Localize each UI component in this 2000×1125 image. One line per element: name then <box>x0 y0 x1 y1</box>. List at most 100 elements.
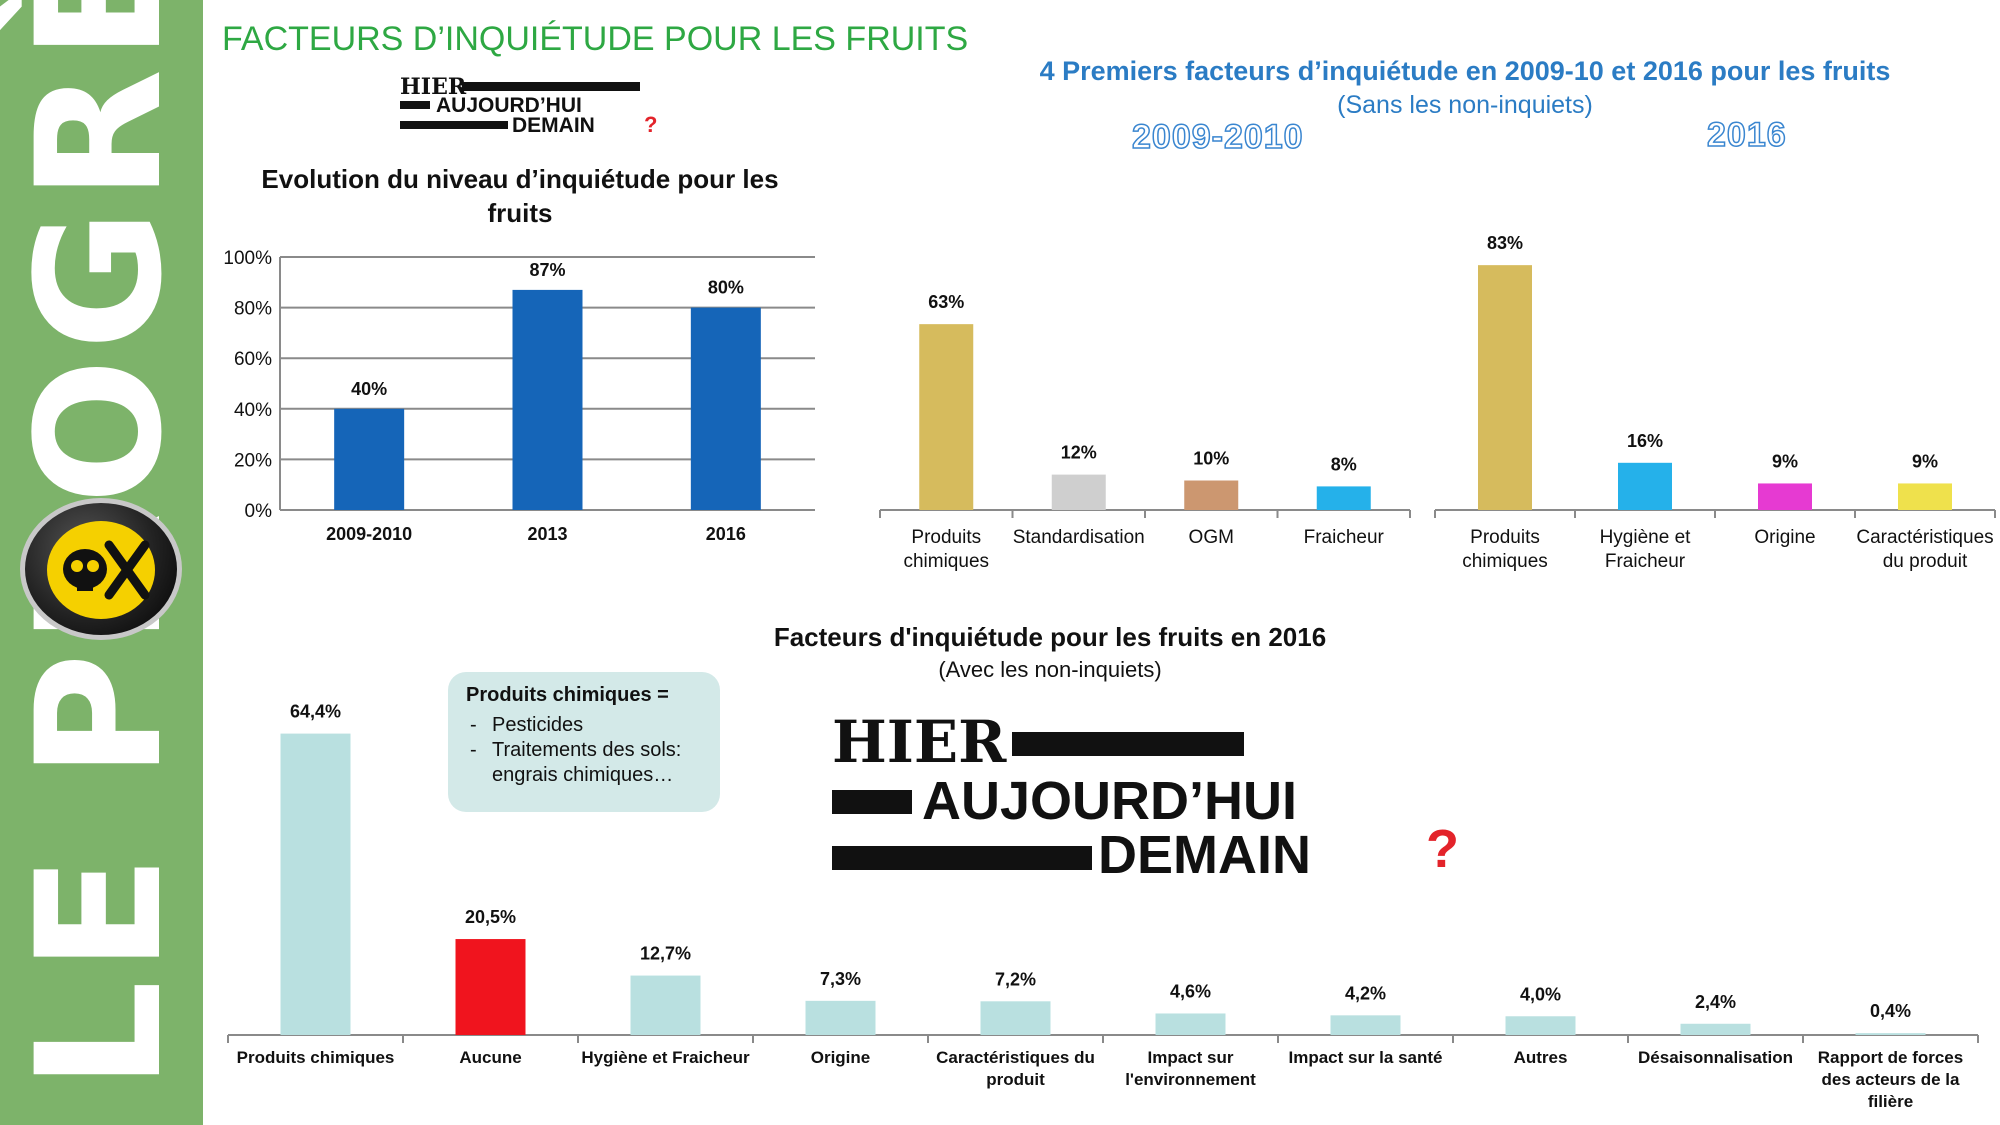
x-tick-label: Produits chimiques <box>1462 527 1548 572</box>
bar-value-label: 7,2% <box>995 969 1036 989</box>
x-tick-label: 2016 <box>706 524 746 544</box>
bar-value-label: 83% <box>1487 233 1523 253</box>
bar <box>334 408 405 510</box>
logo-large: HIER AUJOURD’HUI DEMAIN ? <box>832 712 1472 892</box>
skull-crossbones-icon <box>20 498 182 640</box>
x-tick-label: Origine <box>811 1048 871 1067</box>
bar <box>1898 483 1952 510</box>
callout-title: Produits chimiques = <box>466 684 669 706</box>
x-tick-label: 2013 <box>527 524 567 544</box>
bar <box>1758 483 1812 510</box>
bar-value-label: 87% <box>529 260 565 280</box>
callout-produits-chimiques: Produits chimiques = Pesticides Traiteme… <box>448 672 720 812</box>
x-tick-label: Caractéristiques du produit <box>1856 527 1993 572</box>
top-charts-title: 4 Premiers facteurs d’inquiétude en 2009… <box>1039 56 1891 86</box>
skull-badge <box>47 521 155 619</box>
logo-small-bar3 <box>400 121 508 129</box>
bar <box>1316 486 1371 510</box>
x-tick-label: Impact sur la santé <box>1288 1048 1442 1067</box>
chart-evolution-title: Evolution du niveau d’inquiétude pour le… <box>261 164 779 228</box>
bar-value-label: 0,4% <box>1870 1001 1911 1021</box>
bar <box>1855 1033 1926 1035</box>
chart-factors-2016: 64,4% Produits chimiques 20,5% Aucune 12,7% H… <box>227 702 1979 1111</box>
bar-value-label: 4,6% <box>1170 981 1211 1001</box>
chart-evolution: 0% 20% 40% 60% 80% 100% 40% 2009-2010 87% 2013 80%… <box>223 248 815 544</box>
bar-value-label: 40% <box>351 379 387 399</box>
bar-value-label: 9% <box>1772 451 1798 471</box>
bar-value-label: 63% <box>928 292 964 312</box>
bar <box>455 939 526 1035</box>
bar <box>1618 462 1672 510</box>
logo-small-bar2 <box>400 101 430 109</box>
bar <box>1184 480 1239 510</box>
bar <box>1478 265 1532 510</box>
bar-value-label: 64,4% <box>290 702 341 722</box>
bar <box>1330 1015 1401 1035</box>
bar-value-label: 7,3% <box>820 969 861 989</box>
bar <box>1155 1013 1226 1035</box>
y-tick-label: 40% <box>234 400 272 421</box>
y-tick-label: 100% <box>223 248 272 269</box>
bar <box>1680 1023 1751 1035</box>
x-tick-label: Hygiène et Fraicheur <box>1600 527 1692 572</box>
bar-value-label: 9% <box>1912 451 1938 471</box>
x-tick-label: Aucune <box>459 1048 521 1067</box>
logo-small-line1: HIER <box>400 74 467 100</box>
logo-large-bar1 <box>1012 732 1244 756</box>
bar <box>1505 1016 1576 1035</box>
bar-value-label: 8% <box>1331 454 1357 474</box>
bar-value-label: 12,7% <box>640 944 691 964</box>
x-tick-label: Autres <box>1514 1048 1568 1067</box>
bar <box>1051 474 1106 510</box>
x-tick-label: Caractéristiques du produit <box>936 1048 1095 1089</box>
logo-small-question-mark: ? <box>644 112 658 137</box>
bar-value-label: 12% <box>1061 443 1097 463</box>
x-tick-label: Fraicheur <box>1304 527 1385 548</box>
logo-large-line3: DEMAIN <box>1098 825 1311 885</box>
bar <box>980 1001 1051 1035</box>
callout-item: Pesticides <box>466 713 702 738</box>
bar-value-label: 10% <box>1193 449 1229 469</box>
logo-large-question-mark: ? <box>1426 819 1459 879</box>
bar <box>512 289 583 510</box>
bar-value-label: 16% <box>1627 431 1663 451</box>
bottom-chart-title: Facteurs d'inquiétude pour les fruits en… <box>773 622 1327 652</box>
x-tick-label: Hygiène et Fraicheur <box>581 1048 750 1067</box>
bar-value-label: 4,2% <box>1345 983 1386 1003</box>
bar-value-label: 80% <box>708 278 744 298</box>
x-tick-label: OGM <box>1189 527 1234 548</box>
x-tick-label: Produits chimiques <box>903 527 989 572</box>
x-tick-label: 2009-2010 <box>326 524 412 544</box>
bar <box>805 1000 876 1035</box>
bar-value-label: 20,5% <box>465 907 516 927</box>
y-tick-label: 20% <box>234 450 272 471</box>
logo-small-line2: AUJOURD’HUI <box>436 94 582 117</box>
bar <box>630 975 701 1035</box>
logo-large-line1: HIER <box>832 708 1007 776</box>
year-label-2009-2010: 2009-2010 <box>1131 117 1304 157</box>
page-title: FACTEURS D’INQUIÉTUDE POUR LES FRUITS <box>222 20 969 58</box>
top-charts-subtitle: (Sans les non-inquiets) <box>1337 91 1593 119</box>
logo-small-line3: DEMAIN <box>512 114 595 137</box>
logo-small: HIER AUJOURD’HUI DEMAIN ? <box>400 74 660 144</box>
bar <box>919 324 974 510</box>
x-tick-label: Impact sur l'environnement <box>1125 1048 1256 1089</box>
logo-large-line2: AUJOURD’HUI <box>922 771 1298 831</box>
x-tick-label: Produits chimiques <box>237 1048 395 1067</box>
y-tick-label: 80% <box>234 299 272 320</box>
y-tick-label: 0% <box>245 501 273 522</box>
x-tick-label: Origine <box>1754 527 1815 548</box>
chart-top4-2016: 83% Produits chimiques 16% Hygiène et Fraiche… <box>1434 233 1996 572</box>
year-label-2016: 2016 <box>1706 115 1787 155</box>
y-tick-label: 60% <box>234 349 272 370</box>
logo-large-bar2 <box>832 790 912 814</box>
bar <box>690 307 761 510</box>
callout-item: Traitements des sols: engrais chimiques… <box>466 738 702 788</box>
bar-value-label: 4,0% <box>1520 984 1561 1004</box>
x-tick-label: Désaisonnalisation <box>1638 1048 1793 1067</box>
logo-small-bar1 <box>462 82 640 91</box>
logo-large-bar3 <box>832 846 1092 870</box>
bottom-chart-subtitle: (Avec les non-inquiets) <box>938 657 1162 682</box>
x-tick-label: Rapport de forces des acteurs de la filièr… <box>1818 1048 1963 1111</box>
skull-glyph <box>63 540 150 600</box>
